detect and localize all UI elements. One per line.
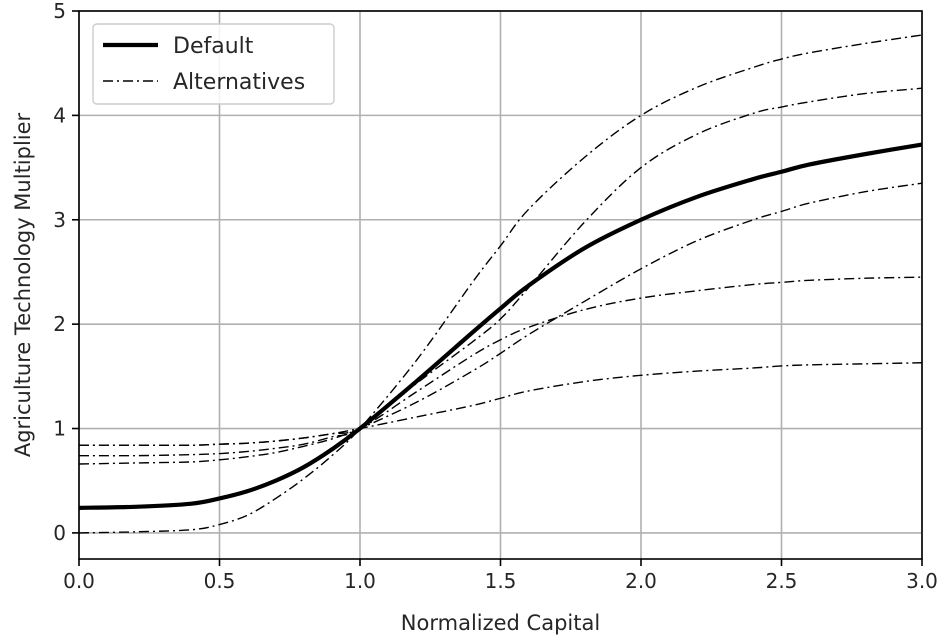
y-tick-label: 0: [53, 521, 66, 545]
series-lines: [78, 34, 923, 534]
series-line-alternative-3: [78, 87, 923, 457]
y-tick-label: 5: [53, 0, 66, 23]
legend: Default Alternatives: [92, 23, 335, 105]
x-tick-label: 1.5: [485, 569, 517, 593]
x-tick-label: 0.0: [63, 569, 95, 593]
axis-ticks: 0.0 0.5 1.0 1.5 2.0 2.5 3.0 0 1 2 3 4 5: [53, 0, 938, 593]
x-tick-label: 3.0: [906, 569, 938, 593]
y-axis-label: Agriculture Technology Multiplier: [11, 112, 35, 457]
legend-label-alternatives: Alternatives: [173, 70, 305, 95]
x-tick-label: 2.0: [625, 569, 657, 593]
legend-label-default: Default: [173, 34, 254, 59]
y-tick-label: 3: [53, 208, 66, 232]
y-tick-label: 2: [53, 312, 66, 336]
x-tick-label: 1.0: [344, 569, 376, 593]
y-tick-label: 1: [53, 417, 66, 441]
x-axis-label: Normalized Capital: [401, 611, 600, 635]
x-tick-label: 0.5: [204, 569, 236, 593]
y-tick-label: 4: [53, 103, 66, 127]
series-line-default: [78, 142, 923, 510]
x-tick-label: 2.5: [766, 569, 798, 593]
series-line-alternative-5: [79, 362, 923, 446]
